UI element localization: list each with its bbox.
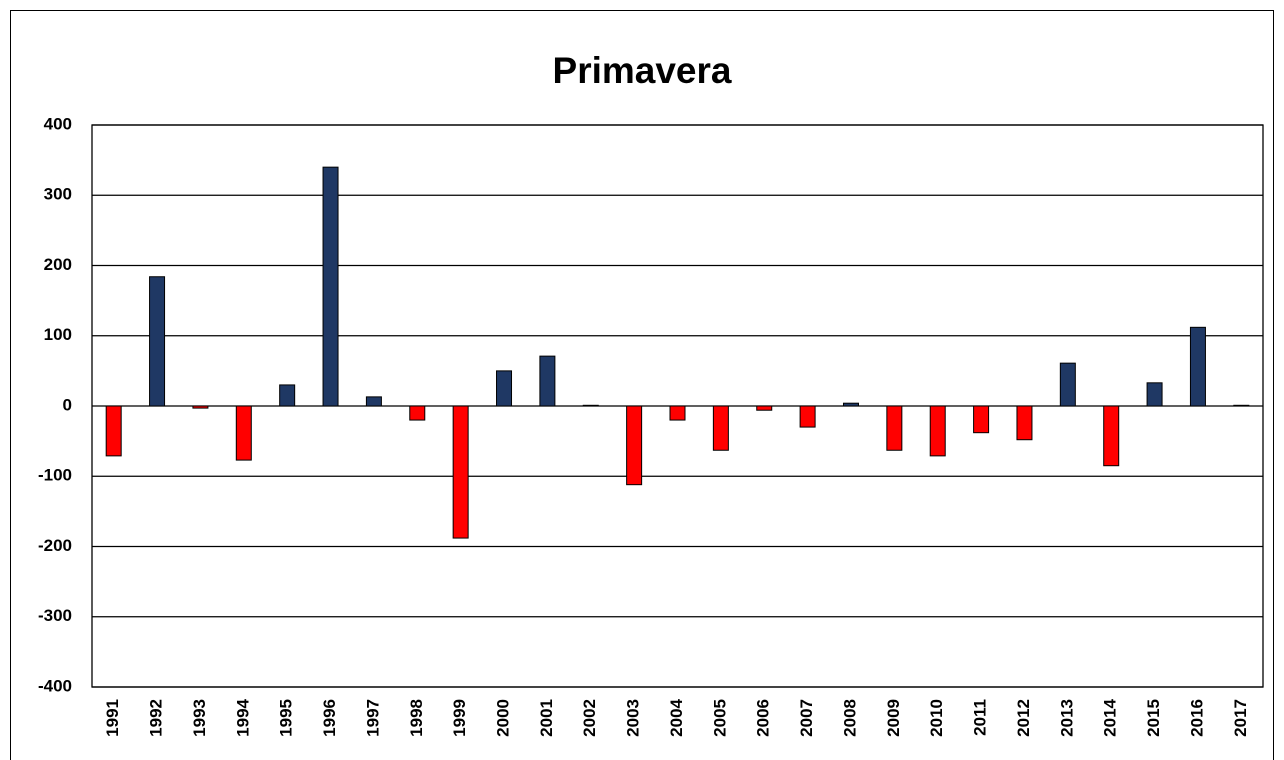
x-tick-label: 1996 — [320, 699, 339, 737]
bar — [539, 355, 556, 407]
x-tick-label: 2012 — [1014, 699, 1033, 737]
x-tick-label: 2007 — [797, 699, 816, 737]
x-tick-label: 2000 — [494, 699, 513, 737]
x-tick-label: 2002 — [580, 699, 599, 737]
y-tick-label: -300 — [38, 606, 72, 625]
x-tick-label: 2015 — [1144, 699, 1163, 737]
x-tick-label: 1998 — [407, 699, 426, 737]
bar — [149, 276, 166, 407]
bar — [842, 402, 859, 407]
bar — [1233, 404, 1250, 407]
bar — [365, 396, 382, 407]
bar — [669, 405, 686, 421]
bar — [1016, 405, 1033, 441]
y-tick-label: -100 — [38, 466, 72, 485]
bar — [582, 404, 599, 407]
bar — [799, 405, 816, 428]
bar — [279, 384, 296, 407]
bar — [409, 405, 426, 421]
bar — [105, 405, 122, 457]
bar — [626, 405, 643, 486]
bar — [1189, 326, 1206, 407]
x-tick-label: 1993 — [190, 699, 209, 737]
bar — [1146, 382, 1163, 407]
chart-frame — [10, 10, 1274, 760]
bar — [1059, 362, 1076, 407]
x-tick-label: 2014 — [1101, 698, 1120, 736]
x-tick-label: 2006 — [754, 699, 773, 737]
x-tick-label: 2017 — [1231, 699, 1250, 737]
x-tick-label: 2001 — [537, 699, 556, 737]
x-tick-label: 2005 — [710, 699, 729, 737]
x-tick-label: 2010 — [927, 699, 946, 737]
y-tick-label: -400 — [38, 676, 72, 695]
x-tick-label: 2011 — [971, 699, 990, 736]
y-tick-label: 400 — [44, 114, 72, 133]
bar — [452, 405, 469, 539]
x-tick-label: 2008 — [840, 699, 859, 737]
bar — [929, 405, 946, 457]
bar — [192, 405, 209, 409]
x-tick-label: 2003 — [624, 699, 643, 737]
bar — [496, 370, 513, 407]
y-tick-label: 300 — [44, 185, 72, 204]
x-tick-label: 1999 — [450, 699, 469, 737]
x-tick-label: 2009 — [884, 699, 903, 737]
y-tick-label: 0 — [63, 395, 72, 414]
bar — [886, 405, 903, 451]
x-tick-label: 2016 — [1187, 699, 1206, 737]
bar — [235, 405, 252, 461]
x-tick-label: 2013 — [1057, 699, 1076, 737]
y-tick-label: 100 — [44, 325, 72, 344]
y-tick-label: 200 — [44, 255, 72, 274]
bar — [322, 166, 339, 407]
bar — [756, 405, 773, 411]
x-tick-label: 2004 — [667, 698, 686, 736]
x-tick-label: 1997 — [363, 699, 382, 737]
y-tick-label: -200 — [38, 536, 72, 555]
x-tick-label: 1991 — [103, 699, 122, 737]
bar — [712, 405, 729, 451]
x-tick-label: 1995 — [277, 699, 296, 737]
x-tick-label: 1992 — [147, 699, 166, 737]
bar — [973, 405, 990, 434]
x-tick-label: 1994 — [233, 698, 252, 736]
chart-title: Primavera — [553, 50, 732, 91]
bar — [1103, 405, 1120, 467]
